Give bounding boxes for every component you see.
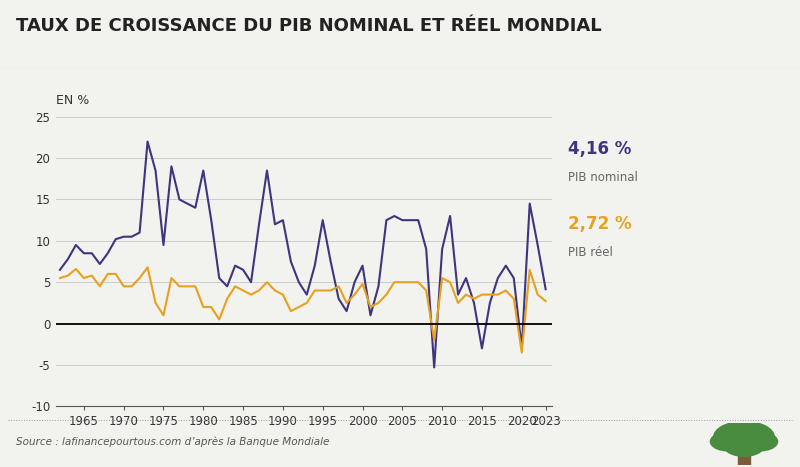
Text: 4,16 %: 4,16 %	[568, 141, 631, 158]
Text: PIB réel: PIB réel	[568, 246, 613, 259]
Text: PIB nominal: PIB nominal	[568, 171, 638, 184]
Bar	[738, 453, 750, 465]
Text: TAUX DE CROISSANCE DU PIB NOMINAL ET RÉEL MONDIAL: TAUX DE CROISSANCE DU PIB NOMINAL ET RÉE…	[16, 17, 602, 35]
Circle shape	[742, 432, 778, 451]
Text: EN %: EN %	[56, 94, 90, 107]
Circle shape	[716, 427, 748, 444]
Text: Source : lafinancepourtous.com d’après la Banque Mondiale: Source : lafinancepourtous.com d’après l…	[16, 436, 330, 446]
Circle shape	[710, 432, 746, 451]
Circle shape	[714, 421, 774, 453]
Text: 2,72 %: 2,72 %	[568, 215, 632, 233]
Circle shape	[740, 427, 772, 444]
Circle shape	[724, 435, 764, 456]
Circle shape	[728, 420, 760, 437]
